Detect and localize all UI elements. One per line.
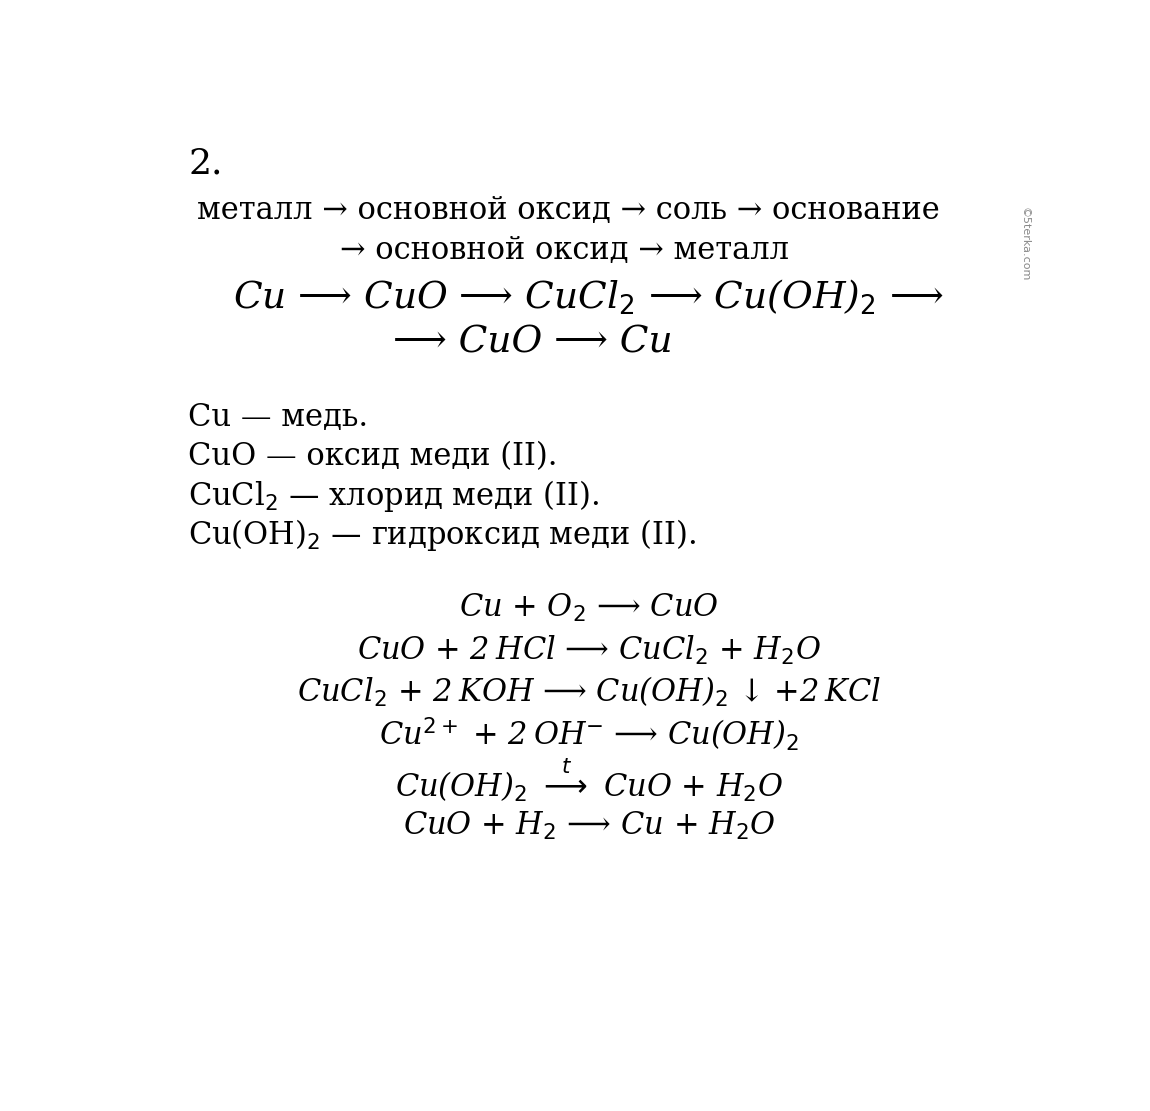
Text: Cu ⟶ CuO ⟶ CuCl$_2$ ⟶ Cu(OH)$_2$ ⟶: Cu ⟶ CuO ⟶ CuCl$_2$ ⟶ Cu(OH)$_2$ ⟶ bbox=[232, 278, 944, 318]
Text: 2.: 2. bbox=[189, 147, 223, 180]
Text: Cu(OH)$_2$ $\overset{t}{\longrightarrow}$ CuO + H$_2$O: Cu(OH)$_2$ $\overset{t}{\longrightarrow}… bbox=[396, 757, 783, 803]
Text: металл → основной оксид → соль → основание: металл → основной оксид → соль → основан… bbox=[198, 194, 940, 226]
Text: CuCl$_2$ — хлорид меди (II).: CuCl$_2$ — хлорид меди (II). bbox=[189, 478, 599, 514]
Text: ©5terka.com: ©5terka.com bbox=[1019, 208, 1029, 282]
Text: CuO + H$_2$ ⟶ Cu + H$_2$O: CuO + H$_2$ ⟶ Cu + H$_2$O bbox=[402, 810, 776, 842]
Text: Cu$^{2+}$ + 2 OH$^{-}$ ⟶ Cu(OH)$_2$: Cu$^{2+}$ + 2 OH$^{-}$ ⟶ Cu(OH)$_2$ bbox=[380, 715, 799, 752]
Text: CuCl$_2$ + 2 KOH ⟶ Cu(OH)$_2$ ↓ +2 KCl: CuCl$_2$ + 2 KOH ⟶ Cu(OH)$_2$ ↓ +2 KCl bbox=[297, 674, 882, 709]
Text: → основной оксид → металл: → основной оксид → металл bbox=[340, 236, 789, 266]
Text: ⟶ CuO ⟶ Cu: ⟶ CuO ⟶ Cu bbox=[393, 324, 673, 361]
Text: Cu + O$_2$ ⟶ CuO: Cu + O$_2$ ⟶ CuO bbox=[459, 592, 720, 624]
Text: Cu — медь.: Cu — медь. bbox=[189, 402, 368, 433]
Text: Cu(OH)$_2$ — гидроксид меди (II).: Cu(OH)$_2$ — гидроксид меди (II). bbox=[189, 518, 697, 553]
Text: CuO + 2 HCl ⟶ CuCl$_2$ + H$_2$O: CuO + 2 HCl ⟶ CuCl$_2$ + H$_2$O bbox=[356, 633, 822, 667]
Text: CuO — оксид меди (II).: CuO — оксид меди (II). bbox=[189, 441, 558, 472]
